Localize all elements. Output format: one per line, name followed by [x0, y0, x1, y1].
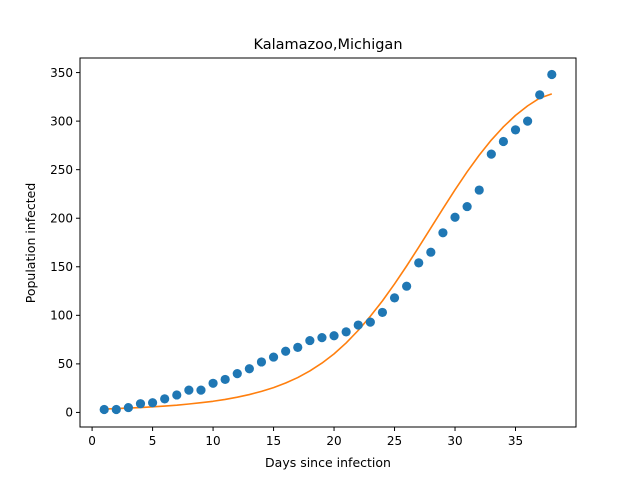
- data-point: [305, 335, 315, 346]
- data-point: [486, 149, 496, 159]
- data-point: [172, 390, 182, 400]
- x-axis-label: Days since infection: [265, 455, 391, 470]
- axes-frame: [79, 57, 577, 428]
- data-point: [317, 333, 327, 343]
- data-point: [123, 402, 133, 413]
- data-point: [341, 327, 351, 337]
- x-tick-label: 30: [447, 434, 462, 448]
- x-tick-label: 0: [88, 434, 96, 448]
- x-tick-label: 25: [387, 434, 402, 448]
- chart-title: Kalamazoo,Michigan: [253, 37, 402, 53]
- data-point: [244, 364, 254, 374]
- data-point: [547, 69, 557, 80]
- data-point: [232, 368, 242, 379]
- y-tick-label: 200: [50, 212, 73, 226]
- y-tick-label: 150: [50, 260, 73, 274]
- data-point: [293, 342, 303, 352]
- data-point: [414, 258, 424, 268]
- data-point: [196, 385, 206, 395]
- data-point: [208, 378, 218, 388]
- x-tick-label: 10: [205, 434, 220, 448]
- data-point: [510, 125, 521, 135]
- data-point: [389, 293, 400, 303]
- data-point: [220, 374, 230, 385]
- data-point: [535, 90, 545, 100]
- data-point: [135, 399, 146, 409]
- data-point: [281, 346, 291, 356]
- data-point: [377, 307, 388, 318]
- y-tick-label: 50: [58, 357, 73, 371]
- y-tick-label: 0: [65, 406, 73, 420]
- data-point: [329, 331, 339, 341]
- x-tick-label: 35: [508, 434, 523, 448]
- y-tick-label: 350: [50, 66, 73, 80]
- y-tick-label: 100: [50, 309, 73, 323]
- data-point: [498, 136, 509, 147]
- x-tick-label: 5: [149, 434, 157, 448]
- data-point: [426, 247, 436, 257]
- data-point: [353, 320, 363, 330]
- x-tick-label: 15: [266, 434, 281, 448]
- data-point: [268, 352, 279, 362]
- data-point: [147, 398, 158, 408]
- data-point: [462, 201, 472, 212]
- y-tick-label: 250: [50, 163, 73, 177]
- data-point: [99, 404, 109, 415]
- data-point: [402, 281, 412, 291]
- data-point: [160, 394, 170, 404]
- data-point: [438, 228, 448, 238]
- y-axis-label: Population infected: [23, 183, 38, 304]
- data-point: [523, 116, 533, 126]
- plot-area: [99, 69, 557, 415]
- data-point: [474, 185, 484, 195]
- data-point: [365, 317, 375, 327]
- data-point: [450, 212, 460, 222]
- x-tick-label: 20: [326, 434, 341, 448]
- data-point: [111, 404, 121, 415]
- fit-line: [104, 93, 553, 410]
- data-point: [256, 357, 267, 367]
- x-axis-ticks: 0 5 10 15 20 25 30 35: [88, 427, 523, 448]
- y-axis-ticks: 0 50 100 150 200 250 300 350: [50, 66, 80, 420]
- y-tick-label: 300: [50, 114, 73, 128]
- data-point: [184, 385, 194, 395]
